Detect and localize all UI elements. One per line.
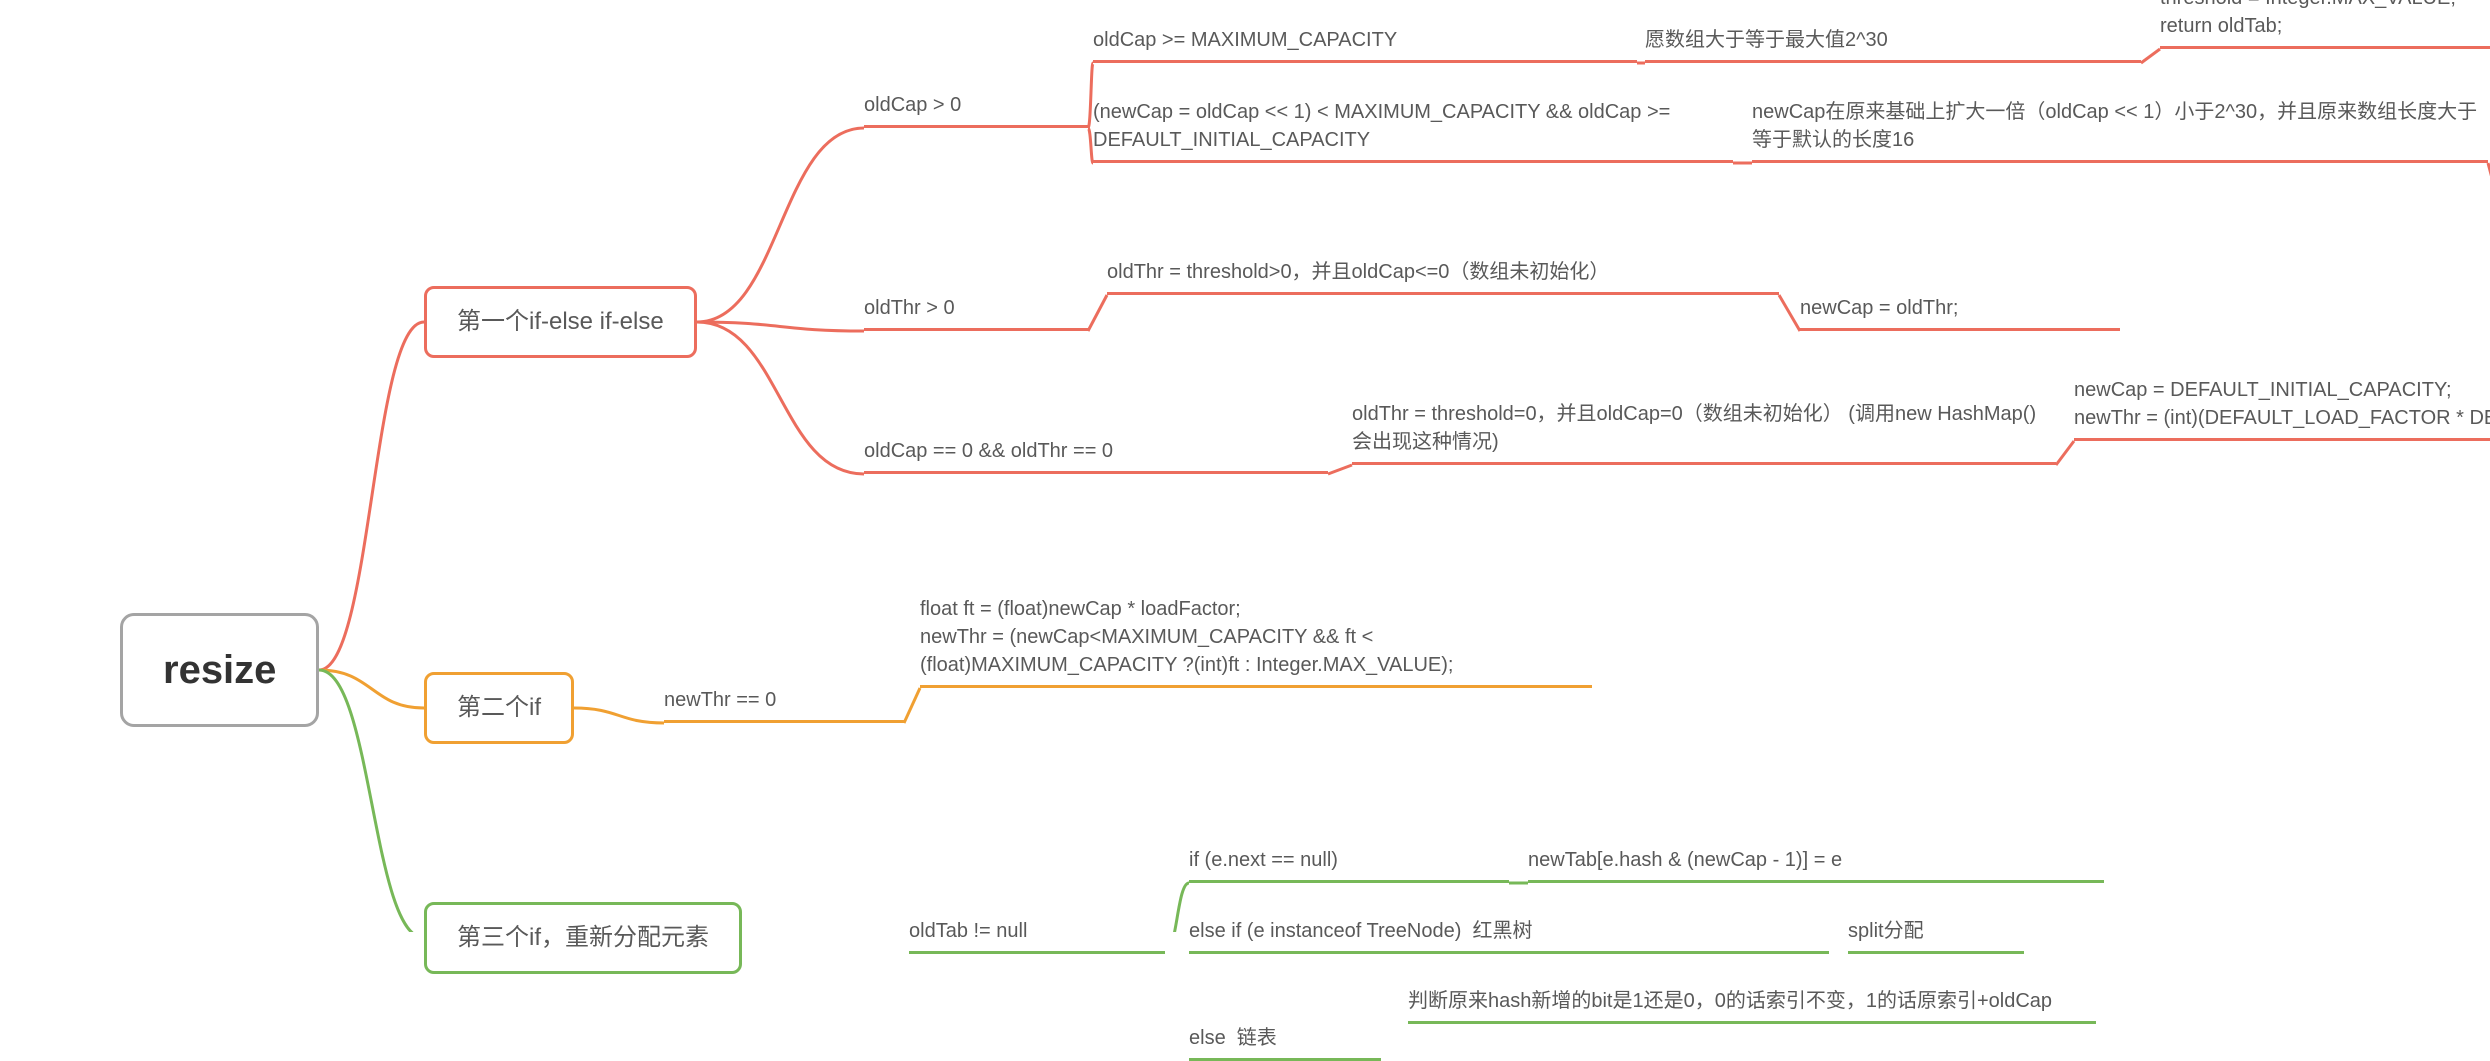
branch-box-1: 第二个if xyxy=(424,672,574,744)
node: float ft = (float)newCap * loadFactor; n… xyxy=(920,595,1592,688)
root-node: resize xyxy=(120,613,319,727)
branch-box-2: 第三个if，重新分配元素 xyxy=(424,902,742,974)
node: newCap在原来基础上扩大一倍（oldCap << 1）小于2^30，并且原来… xyxy=(1752,98,2488,163)
node: newCap = DEFAULT_INITIAL_CAPACITY; newTh… xyxy=(2074,376,2490,441)
node: else 链表 xyxy=(1189,1024,1381,1061)
branch-box-0: 第一个if-else if-else xyxy=(424,286,697,358)
node: oldThr = threshold=0，并且oldCap=0（数组未初始化） … xyxy=(1352,400,2056,465)
node: 愿数组大于等于最大值2^30 xyxy=(1645,26,2141,63)
node: newCap = oldThr; xyxy=(1800,294,2120,331)
node: oldTab != null xyxy=(909,917,1165,954)
node: oldThr > 0 xyxy=(864,294,1088,331)
node: if (e.next == null) xyxy=(1189,846,1509,883)
node: oldThr = threshold>0，并且oldCap<=0（数组未初始化） xyxy=(1107,258,1779,295)
node: else if (e instanceof TreeNode) 红黑树 xyxy=(1189,917,1829,954)
node: split分配 xyxy=(1848,917,2024,954)
node: (newCap = oldCap << 1) < MAXIMUM_CAPACIT… xyxy=(1093,98,1733,163)
node: oldCap == 0 && oldThr == 0 xyxy=(864,437,1328,474)
node: newTab[e.hash & (newCap - 1)] = e xyxy=(1528,846,2104,883)
node: newThr == 0 xyxy=(664,686,904,723)
node: oldCap >= MAXIMUM_CAPACITY xyxy=(1093,26,1637,63)
node: threshold = Integer.MAX_VALUE; return ol… xyxy=(2160,0,2490,49)
node: oldCap > 0 xyxy=(864,91,1088,128)
node: 判断原来hash新增的bit是1还是0，0的话索引不变，1的话原索引+oldCa… xyxy=(1408,987,2096,1024)
